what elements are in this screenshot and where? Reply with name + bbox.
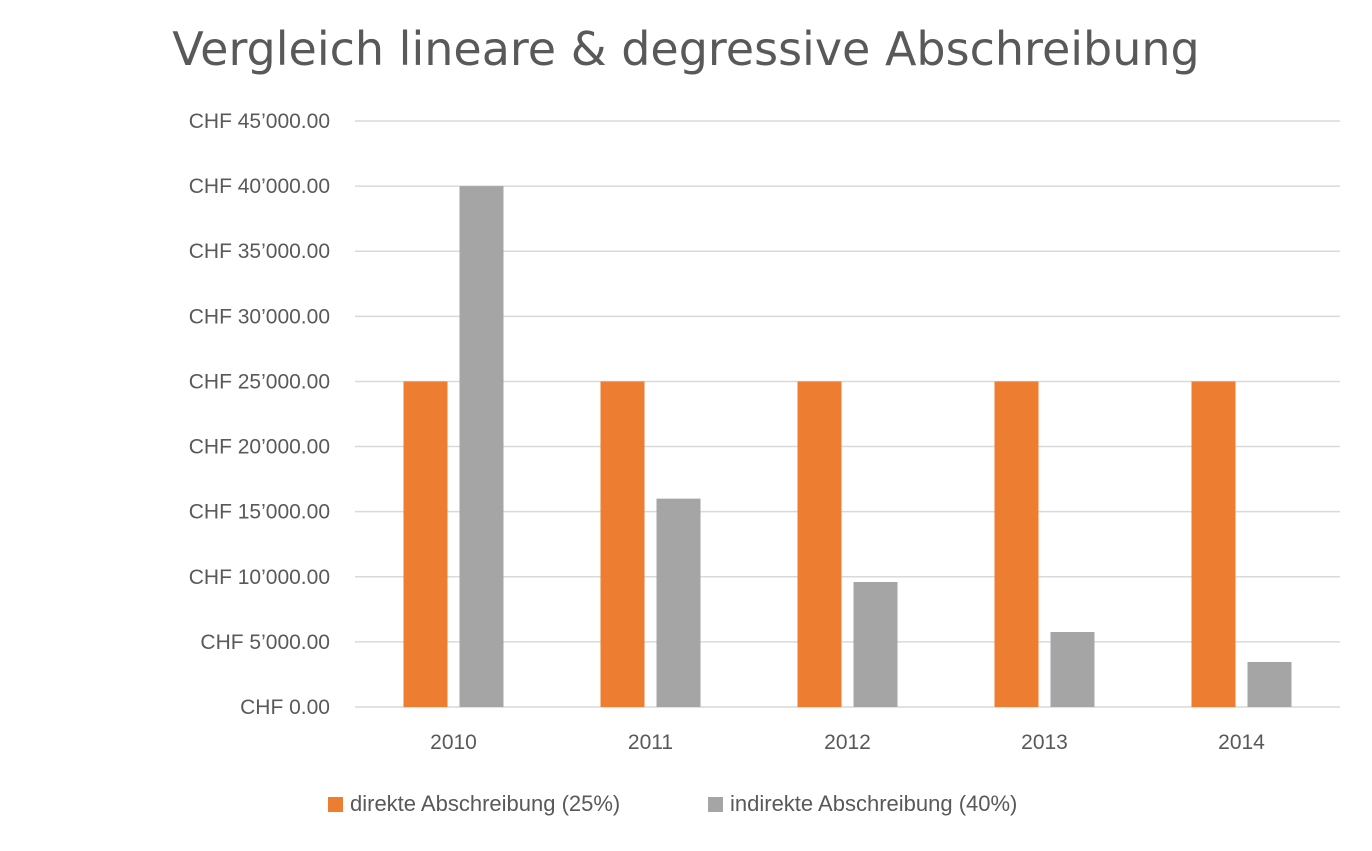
x-tick-label: 2010	[430, 731, 477, 754]
y-axis-ticks: CHF 0.00 CHF 5’000.00 CHF 10’000.00 CHF 15’…	[189, 110, 330, 719]
bar-indirekte-2013	[1050, 631, 1095, 707]
y-tick-label: CHF 0.00	[240, 696, 330, 719]
y-tick-label: CHF 30’000.00	[189, 305, 330, 328]
bars	[403, 186, 1292, 708]
x-tick-label: 2013	[1021, 731, 1068, 754]
y-tick-label: CHF 35’000.00	[189, 240, 330, 263]
legend-label: indirekte Abschreibung (40%)	[730, 791, 1017, 816]
legend-swatch	[328, 797, 343, 812]
bar-direkte-2012	[797, 381, 842, 707]
bar-indirekte-2014	[1247, 661, 1292, 707]
x-tick-label: 2014	[1218, 731, 1265, 754]
x-tick-label: 2011	[628, 731, 673, 754]
bar-direkte-2010	[403, 381, 448, 707]
bar-direkte-2014	[1191, 381, 1236, 707]
y-tick-label: CHF 45’000.00	[189, 110, 330, 133]
gridlines	[355, 120, 1340, 708]
x-tick-label: 2012	[824, 731, 871, 754]
bar-indirekte-2011	[656, 498, 701, 707]
x-axis-ticks: 2010 2011 2012 2013 2014	[430, 731, 1265, 754]
y-tick-label: CHF 20’000.00	[189, 436, 330, 459]
y-tick-label: CHF 15’000.00	[189, 501, 330, 524]
bar-direkte-2013	[994, 381, 1039, 707]
chart-title: Vergleich lineare & degressive Abschreib…	[172, 22, 1200, 76]
y-tick-label: CHF 5’000.00	[200, 631, 330, 654]
y-tick-label: CHF 25’000.00	[189, 370, 330, 393]
legend: direkte Abschreibung (25%) indirekte Absc…	[328, 791, 1017, 816]
legend-swatch	[708, 797, 723, 812]
bar-indirekte-2012	[853, 581, 898, 707]
bar-direkte-2011	[600, 381, 645, 707]
bar-indirekte-2010	[459, 186, 504, 708]
legend-label: direkte Abschreibung (25%)	[350, 791, 620, 816]
y-tick-label: CHF 10’000.00	[189, 566, 330, 589]
y-tick-label: CHF 40’000.00	[189, 175, 330, 198]
